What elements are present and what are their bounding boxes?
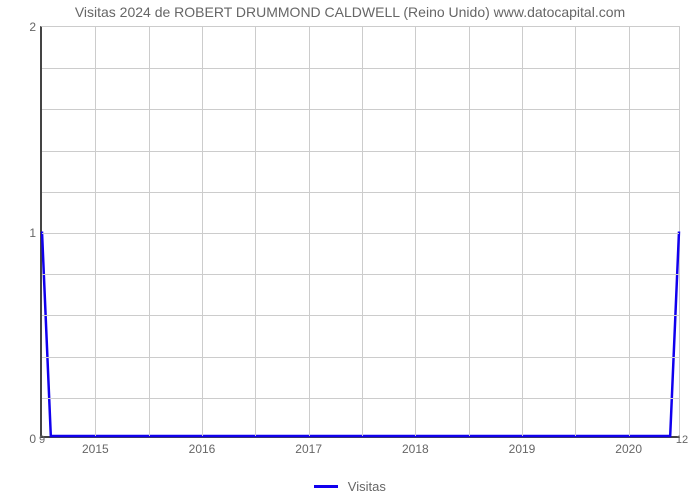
y-tick-label: 1: [29, 226, 36, 240]
x-tick-label: 2018: [402, 442, 429, 456]
chart-title: Visitas 2024 de ROBERT DRUMMOND CALDWELL…: [0, 4, 700, 20]
x-tick-label: 2019: [509, 442, 536, 456]
gridline-horizontal: [42, 151, 679, 152]
gridline-horizontal: [42, 192, 679, 193]
x-tick-label: 2016: [189, 442, 216, 456]
plot-area: 012201520162017201820192020912: [40, 26, 680, 438]
gridline-vertical: [415, 27, 416, 436]
legend-swatch: [314, 485, 338, 488]
gridline-vertical: [255, 27, 256, 436]
endpoint-label: 9: [39, 434, 45, 446]
chart-container: Visitas 2024 de ROBERT DRUMMOND CALDWELL…: [0, 0, 700, 500]
gridline-vertical: [149, 27, 150, 436]
x-tick-label: 2015: [82, 442, 109, 456]
gridline-vertical: [469, 27, 470, 436]
legend-label: Visitas: [348, 479, 386, 494]
legend: Visitas: [0, 478, 700, 494]
gridline-vertical: [309, 27, 310, 436]
gridline-horizontal: [42, 398, 679, 399]
gridline-horizontal: [42, 109, 679, 110]
gridline-horizontal: [42, 357, 679, 358]
gridline-vertical: [629, 27, 630, 436]
gridline-vertical: [575, 27, 576, 436]
y-tick-label: 0: [29, 432, 36, 446]
gridline-horizontal: [42, 68, 679, 69]
x-tick-label: 2017: [295, 442, 322, 456]
gridline-vertical: [202, 27, 203, 436]
endpoint-label: 12: [676, 434, 688, 446]
gridline-vertical: [362, 27, 363, 436]
x-tick-label: 2020: [615, 442, 642, 456]
gridline-vertical: [522, 27, 523, 436]
y-tick-label: 2: [29, 20, 36, 34]
line-series-layer: [42, 27, 679, 436]
gridline-horizontal: [42, 233, 679, 234]
series-line: [42, 232, 679, 437]
gridline-horizontal: [42, 274, 679, 275]
gridline-vertical: [95, 27, 96, 436]
gridline-horizontal: [42, 315, 679, 316]
